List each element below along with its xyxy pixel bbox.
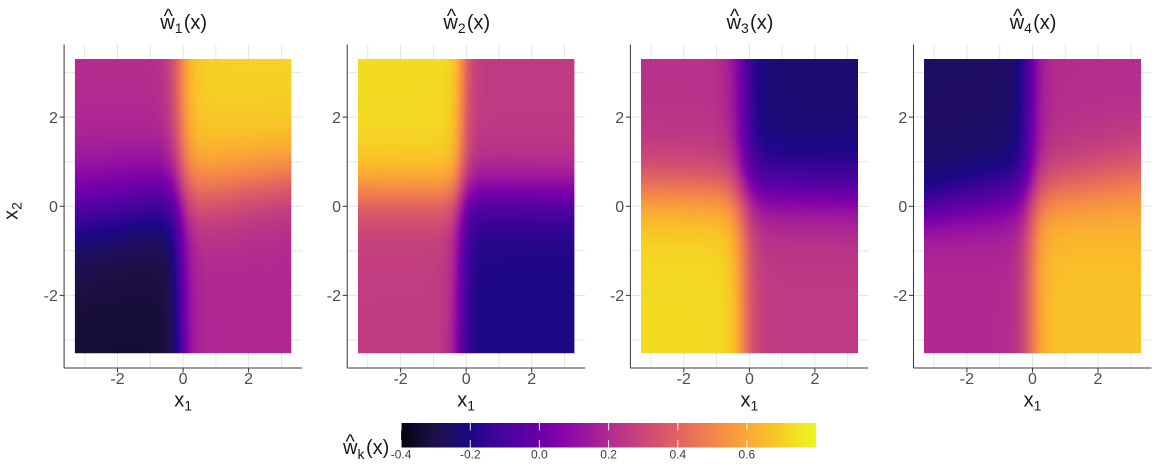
svg-text:-2: -2 bbox=[893, 288, 907, 305]
svg-text:-0.4: -0.4 bbox=[391, 448, 412, 462]
svg-text:2: 2 bbox=[244, 371, 253, 388]
svg-text:2: 2 bbox=[1094, 371, 1103, 388]
svg-text:2: 2 bbox=[810, 371, 819, 388]
svg-text:^: ^ bbox=[346, 431, 356, 453]
svg-text:-2: -2 bbox=[393, 371, 407, 388]
svg-text:-2: -2 bbox=[327, 288, 341, 305]
svg-text:-2: -2 bbox=[960, 371, 974, 388]
svg-text:0.0: 0.0 bbox=[531, 448, 548, 462]
svg-text:-0.2: -0.2 bbox=[460, 448, 481, 462]
svg-text:wk(x): wk(x) bbox=[342, 437, 389, 462]
svg-text:0: 0 bbox=[49, 199, 58, 216]
svg-text:-2: -2 bbox=[44, 288, 58, 305]
svg-text:2: 2 bbox=[49, 110, 58, 127]
svg-text:0: 0 bbox=[179, 371, 188, 388]
svg-text:0.6: 0.6 bbox=[739, 448, 756, 462]
svg-text:0.2: 0.2 bbox=[600, 448, 617, 462]
svg-text:0: 0 bbox=[898, 199, 907, 216]
svg-text:2: 2 bbox=[898, 110, 907, 127]
svg-text:2: 2 bbox=[615, 110, 624, 127]
svg-text:-2: -2 bbox=[610, 288, 624, 305]
svg-text:0: 0 bbox=[615, 199, 624, 216]
svg-text:^: ^ bbox=[730, 6, 740, 28]
svg-text:-2: -2 bbox=[110, 371, 124, 388]
svg-text:w1(x): w1(x) bbox=[159, 12, 207, 36]
svg-text:2: 2 bbox=[527, 371, 536, 388]
svg-text:w2(x): w2(x) bbox=[442, 12, 490, 36]
svg-text:^: ^ bbox=[1013, 6, 1023, 28]
svg-text:-2: -2 bbox=[677, 371, 691, 388]
svg-text:0: 0 bbox=[1028, 371, 1037, 388]
svg-text:0: 0 bbox=[332, 199, 341, 216]
svg-text:w3(x): w3(x) bbox=[726, 12, 774, 36]
svg-text:0: 0 bbox=[462, 371, 471, 388]
svg-text:w4(x): w4(x) bbox=[1009, 12, 1057, 36]
svg-text:0.4: 0.4 bbox=[669, 448, 686, 462]
svg-text:^: ^ bbox=[164, 6, 174, 28]
svg-text:0: 0 bbox=[745, 371, 754, 388]
svg-text:2: 2 bbox=[332, 110, 341, 127]
svg-text:^: ^ bbox=[447, 6, 457, 28]
